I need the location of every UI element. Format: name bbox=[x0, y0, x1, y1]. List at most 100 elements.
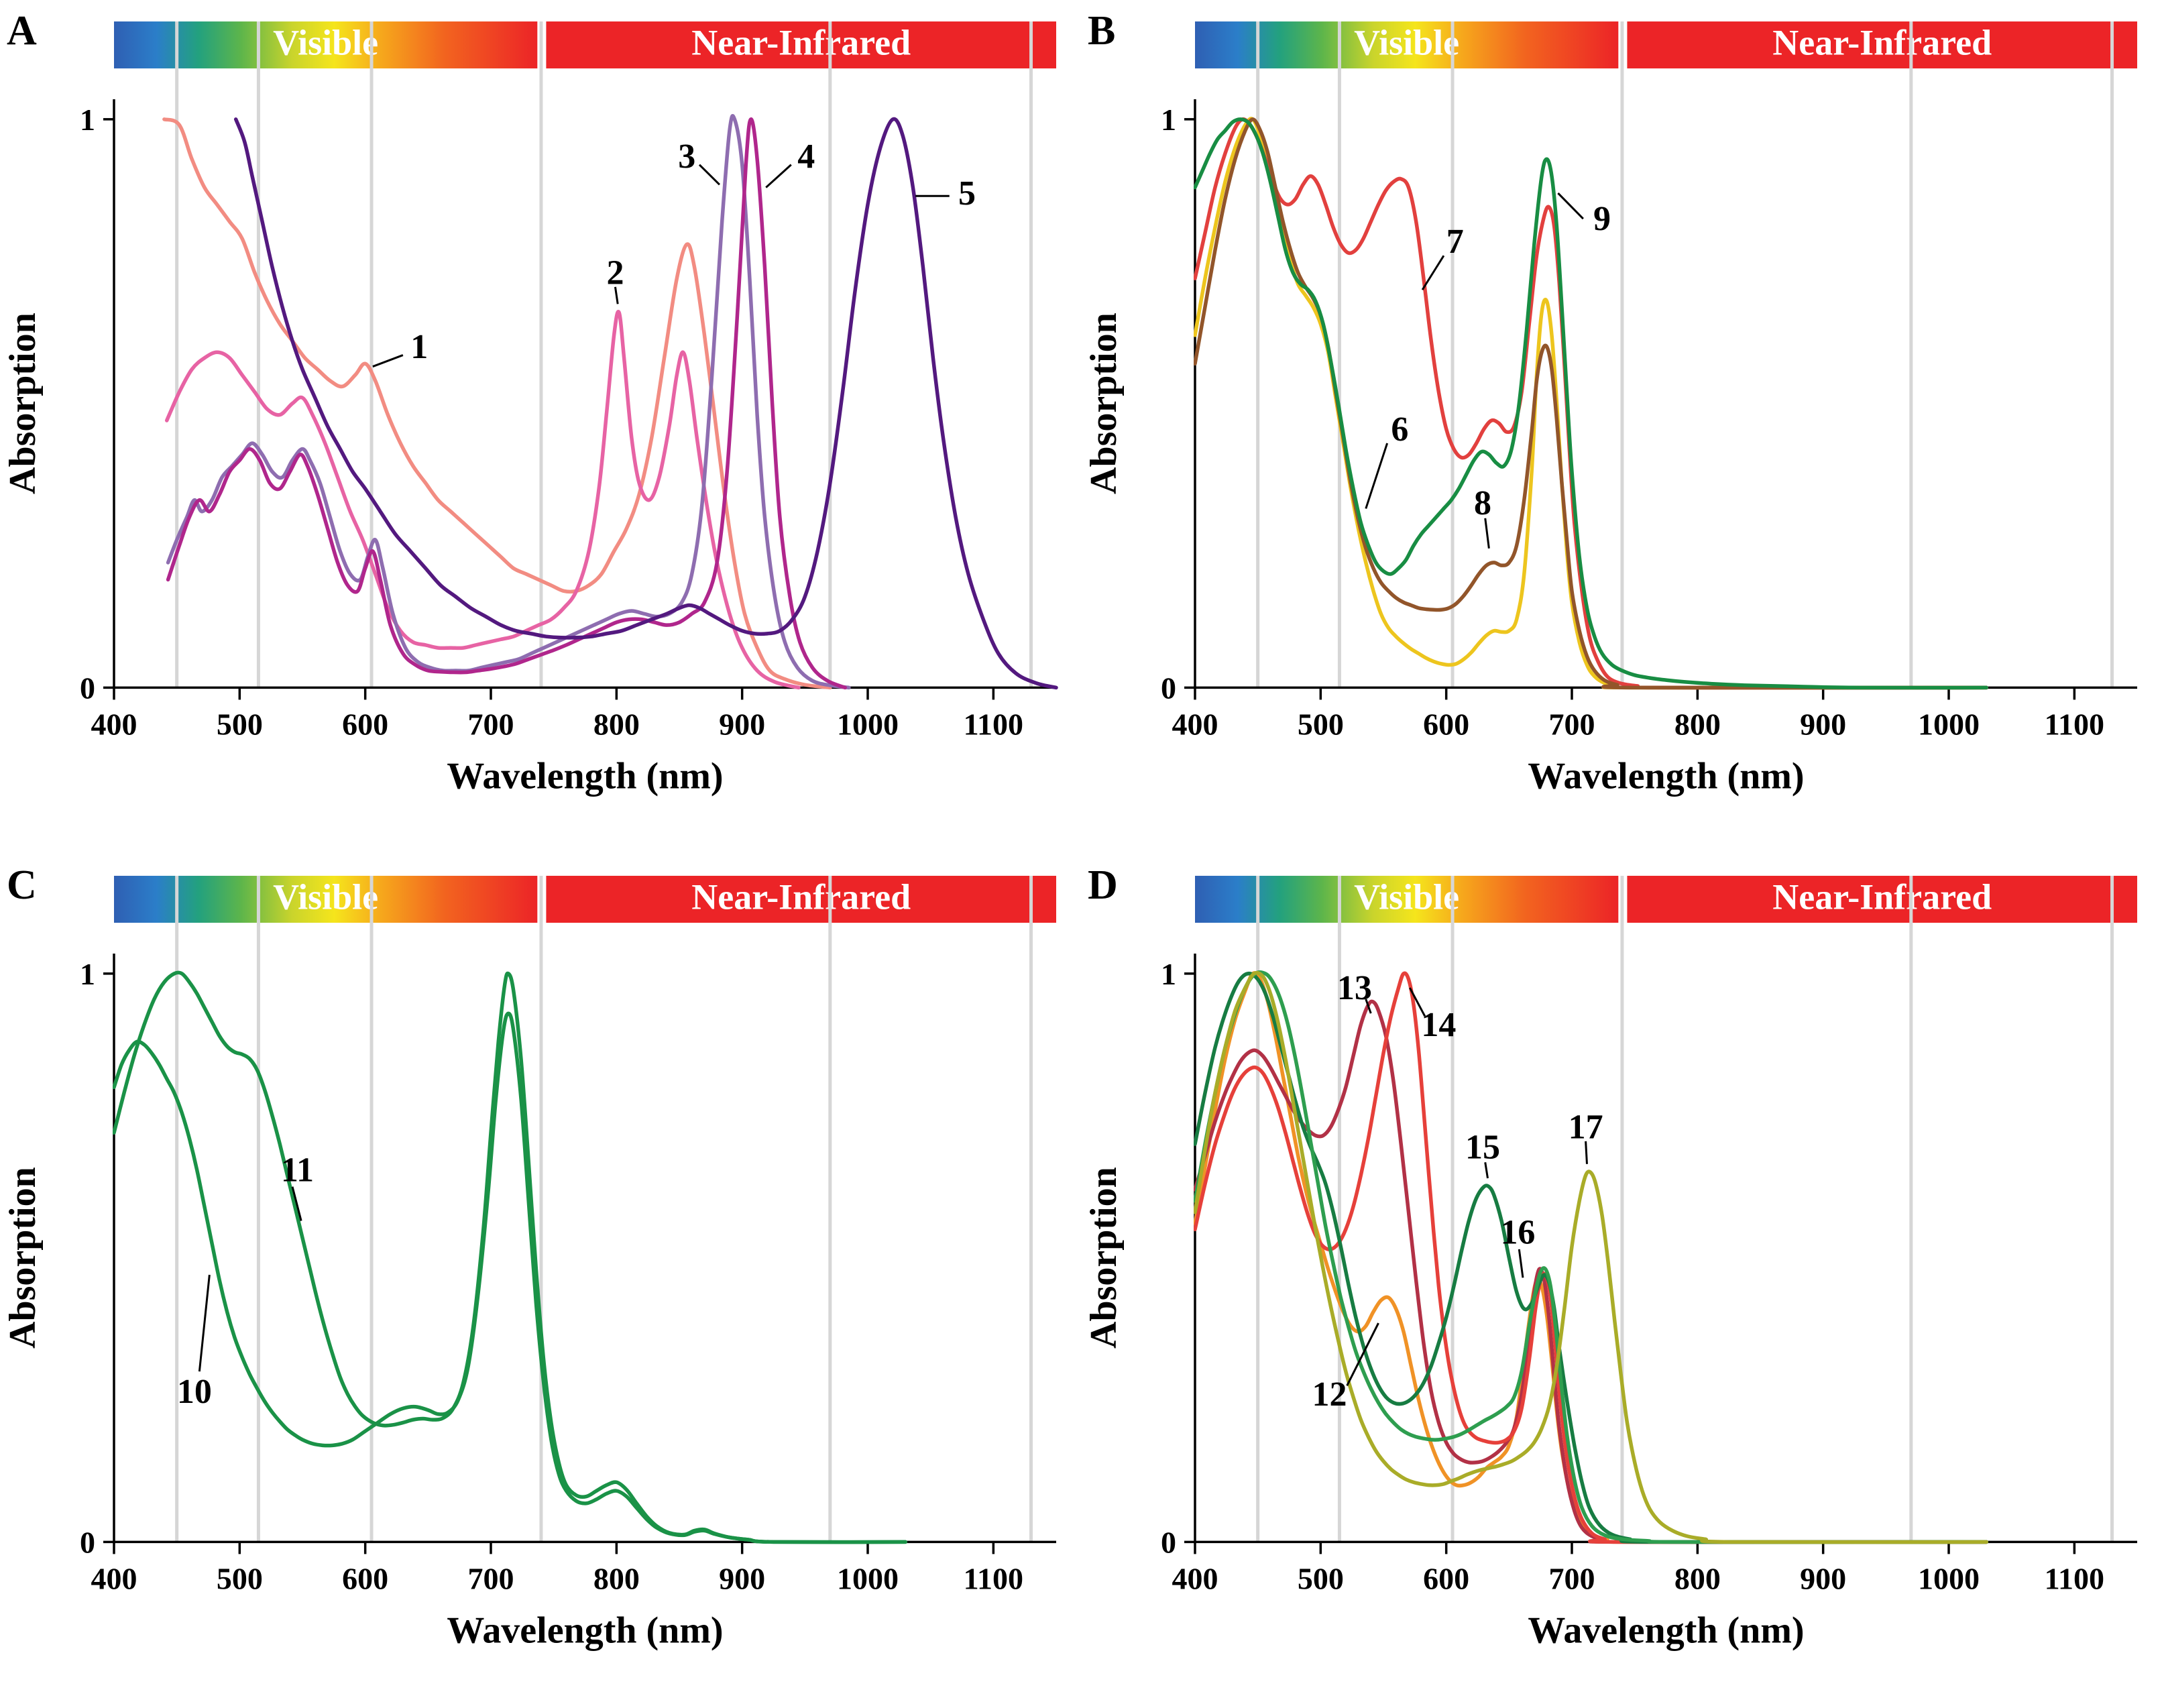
x-tick-label: 900 bbox=[1800, 1561, 1846, 1595]
annotation-13: 13 bbox=[1337, 969, 1372, 1007]
gridlines bbox=[1256, 875, 2114, 1542]
panel-A: Visible Near-Infrared 400 500 600 700 800 900 10… bbox=[0, 0, 1081, 854]
annotation-14: 14 bbox=[1421, 1006, 1456, 1044]
visible-band-label: Visible bbox=[1354, 876, 1459, 917]
series-10-curve bbox=[113, 1011, 907, 1544]
y-tick-label: 1 bbox=[1161, 103, 1176, 137]
x-tick-label: 900 bbox=[719, 1561, 765, 1595]
annotations: 10 11 bbox=[177, 1151, 314, 1411]
series-8-curve bbox=[1194, 117, 1988, 690]
x-tick-label: 400 bbox=[1172, 707, 1218, 741]
annotation-1-leader bbox=[372, 354, 404, 367]
gridlines bbox=[175, 21, 1033, 688]
y-tick-label: 1 bbox=[80, 103, 95, 137]
x-axis-title: Wavelength (nm) bbox=[1528, 1609, 1804, 1651]
annotation-1: 1 bbox=[410, 328, 428, 366]
y-axis-title: Absorption bbox=[2, 312, 44, 494]
x-tick-label: 500 bbox=[217, 1561, 263, 1595]
gridlines bbox=[175, 875, 1033, 1542]
panel-B: Visible Near-Infrared 400 500 600 700 800 900 10… bbox=[1081, 0, 2162, 854]
series-14-curve bbox=[1194, 970, 1988, 1544]
axes: 400 500 600 700 800 900 1000 1100 0 1 bbox=[1161, 953, 2137, 1595]
x-tick-label: 800 bbox=[593, 1561, 640, 1595]
panel-C-curves bbox=[113, 970, 907, 1544]
y-axis-title: Absorption bbox=[1083, 1167, 1125, 1349]
nir-band-label: Near-Infrared bbox=[691, 876, 911, 917]
y-tick-label: 0 bbox=[1161, 1525, 1176, 1559]
x-tick-label: 1100 bbox=[964, 707, 1023, 741]
axes: 400 500 600 700 800 900 1000 1100 0 1 bbox=[80, 953, 1056, 1595]
y-axis-title: Absorption bbox=[1083, 312, 1125, 494]
annotation-3-leader bbox=[698, 164, 721, 186]
x-axis-title: Wavelength (nm) bbox=[447, 755, 723, 797]
visible-band-label: Visible bbox=[273, 22, 378, 62]
panel-D: Visible Near-Infrared 400 500 600 700 800 900 10… bbox=[1081, 854, 2162, 1708]
nir-band bbox=[546, 21, 1056, 69]
visible-band-label: Visible bbox=[273, 876, 378, 917]
annotation-15: 15 bbox=[1465, 1128, 1500, 1166]
series-7-curve bbox=[1194, 117, 1988, 690]
gridlines bbox=[1256, 21, 2114, 688]
x-tick-label: 700 bbox=[468, 707, 514, 741]
annotation-6-leader bbox=[1365, 443, 1389, 509]
series-3-curve bbox=[166, 114, 851, 690]
x-axis-title: Wavelength (nm) bbox=[1528, 755, 1804, 797]
x-tick-label: 800 bbox=[1674, 707, 1721, 741]
visible-band bbox=[1195, 875, 1619, 923]
annotation-3: 3 bbox=[678, 137, 695, 176]
x-tick-label: 700 bbox=[468, 1561, 514, 1595]
series-6-curve bbox=[1194, 117, 1988, 690]
nir-band bbox=[1627, 21, 2137, 69]
y-tick-label: 0 bbox=[80, 671, 95, 705]
nir-band bbox=[546, 875, 1056, 923]
panel-C: Visible Near-Infrared 400 500 600 700 800 900 10… bbox=[0, 854, 1081, 1708]
x-tick-label: 500 bbox=[1298, 1561, 1344, 1595]
x-tick-label: 800 bbox=[593, 707, 640, 741]
x-tick-label: 600 bbox=[342, 1561, 388, 1595]
nir-band-label: Near-Infrared bbox=[1772, 876, 1992, 917]
panel-A-curves bbox=[162, 114, 1058, 690]
x-tick-label: 700 bbox=[1549, 707, 1595, 741]
x-tick-label: 1100 bbox=[2045, 707, 2104, 741]
series-17-curve bbox=[1194, 970, 1988, 1544]
annotation-14-leader bbox=[1409, 986, 1426, 1017]
x-tick-label: 500 bbox=[217, 707, 263, 741]
x-axis-title: Wavelength (nm) bbox=[447, 1609, 723, 1651]
annotation-9-leader bbox=[1557, 192, 1584, 220]
annotation-8: 8 bbox=[1474, 484, 1491, 522]
series-12-curve bbox=[1194, 970, 1988, 1544]
series-5-curve bbox=[233, 117, 1058, 690]
visible-band bbox=[1195, 21, 1619, 69]
annotations: 12 13 14 15 16 17 bbox=[1312, 969, 1603, 1414]
annotation-17-leader bbox=[1585, 1141, 1588, 1164]
visible-band-label: Visible bbox=[1354, 22, 1459, 62]
x-tick-label: 700 bbox=[1549, 1561, 1595, 1595]
x-tick-label: 1100 bbox=[2045, 1561, 2104, 1595]
annotation-11-leader bbox=[291, 1186, 302, 1221]
series-4-curve bbox=[166, 117, 848, 690]
x-tick-label: 500 bbox=[1298, 707, 1344, 741]
x-tick-label: 1000 bbox=[837, 707, 899, 741]
series-11-curve bbox=[113, 970, 907, 1544]
annotation-8-leader bbox=[1484, 518, 1490, 549]
panel-letter: A bbox=[7, 8, 37, 54]
visible-band bbox=[114, 875, 538, 923]
annotation-10-leader bbox=[198, 1274, 211, 1371]
annotation-15-leader bbox=[1484, 1161, 1489, 1178]
annotation-12-leader bbox=[1346, 1322, 1379, 1386]
x-tick-label: 400 bbox=[91, 707, 137, 741]
x-tick-label: 400 bbox=[1172, 1561, 1218, 1595]
annotation-5: 5 bbox=[958, 174, 976, 213]
y-tick-label: 1 bbox=[1161, 956, 1176, 990]
panel-D-curves bbox=[1194, 970, 1988, 1544]
annotation-10: 10 bbox=[177, 1372, 212, 1410]
annotation-4-leader bbox=[765, 164, 792, 188]
series-15-curve bbox=[1194, 971, 1988, 1544]
nir-band bbox=[1627, 875, 2137, 923]
y-tick-label: 0 bbox=[1161, 671, 1176, 705]
annotation-12: 12 bbox=[1312, 1375, 1347, 1414]
